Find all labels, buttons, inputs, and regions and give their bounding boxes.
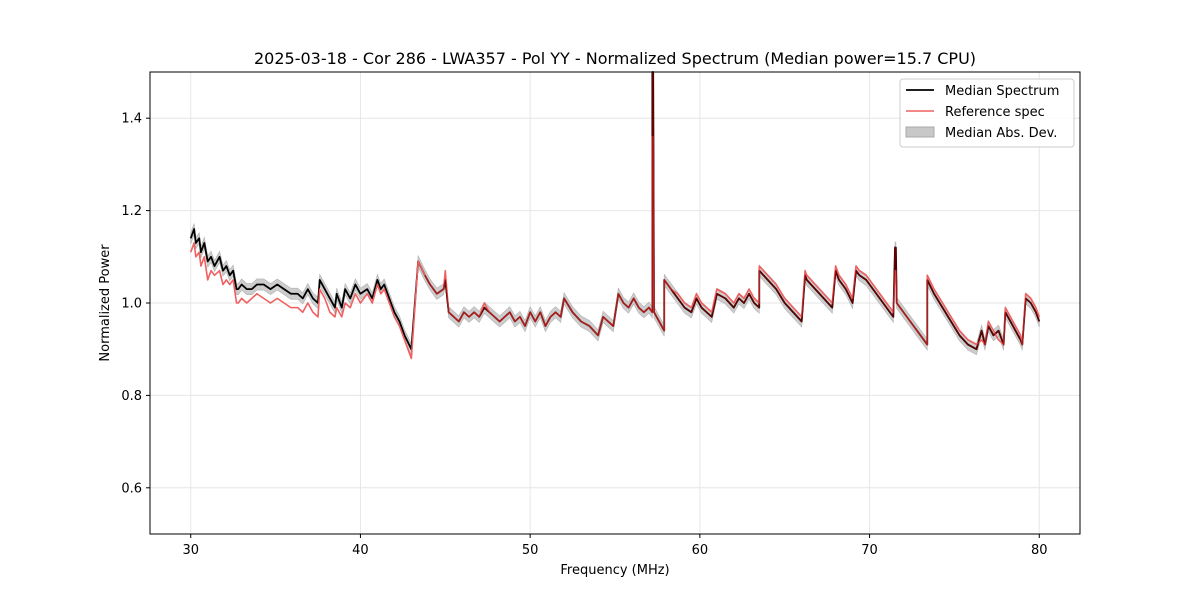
- y-tick-label: 1.0: [121, 297, 142, 312]
- y-tick-label: 0.8: [121, 389, 142, 404]
- legend-swatch-mad: [905, 126, 935, 138]
- legend-label-median: Median Spectrum: [945, 84, 1059, 99]
- chart-title: 2025-03-18 - Cor 286 - LWA357 - Pol YY -…: [254, 49, 976, 68]
- y-tick-label: 1.4: [121, 112, 142, 127]
- x-tick-label: 40: [352, 543, 369, 558]
- y-tick-label: 1.2: [121, 204, 142, 219]
- legend-box: [899, 78, 1075, 148]
- x-tick-label: 80: [1031, 543, 1048, 558]
- y-axis-label: Normalized Power: [98, 244, 113, 362]
- x-tick-label: 50: [522, 543, 539, 558]
- legend-label-mad: Median Abs. Dev.: [945, 126, 1057, 141]
- median-reference-overlap-line: [424, 71, 1040, 350]
- legend-label-reference: Reference spec: [945, 105, 1045, 120]
- x-tick-label: 70: [861, 543, 878, 558]
- x-axis-ticks: 30 40 50 60 70 80: [182, 534, 1048, 558]
- x-axis-label: Frequency (MHz): [560, 563, 669, 578]
- y-tick-label: 0.6: [121, 481, 142, 496]
- x-tick-label: 60: [692, 543, 709, 558]
- series-layer: [189, 71, 1041, 360]
- x-tick-label: 30: [182, 543, 199, 558]
- y-axis-ticks: 0.6 0.8 1.0 1.2 1.4: [121, 112, 150, 496]
- legend: Median Spectrum Reference spec Median Ab…: [899, 78, 1075, 148]
